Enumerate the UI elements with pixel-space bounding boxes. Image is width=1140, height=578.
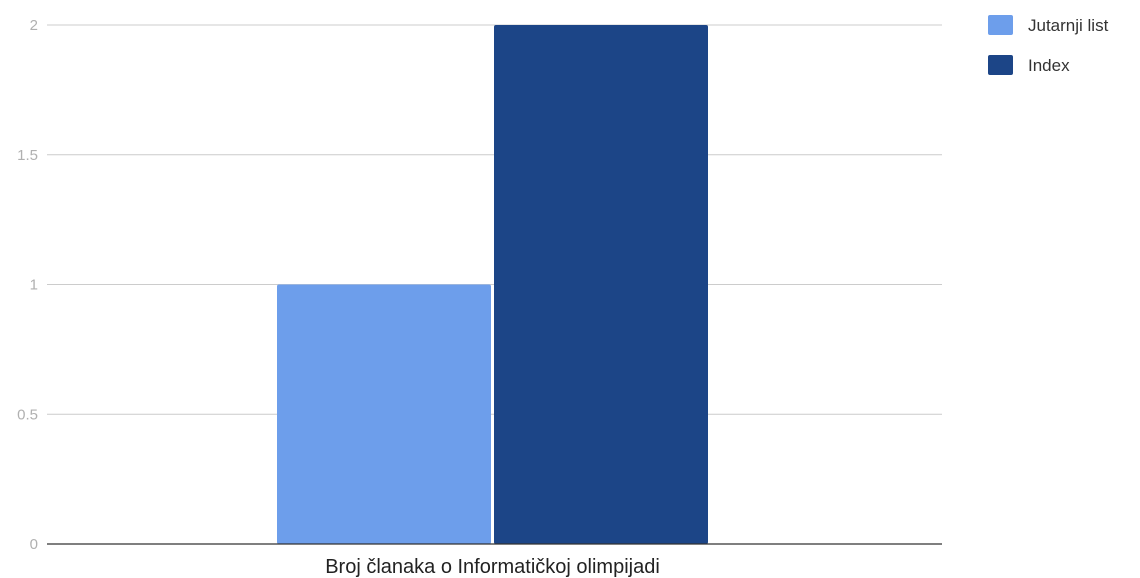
- legend-label: Jutarnji list: [1028, 16, 1109, 35]
- y-tick-label: 1.5: [17, 147, 38, 164]
- legend-swatch: [988, 15, 1013, 35]
- x-tick-label: Broj članaka o Informatičkoj olimpijadi: [325, 556, 660, 578]
- bars: [277, 25, 708, 544]
- y-axis-ticks: 0 0.5 1 1.5 2: [17, 17, 38, 553]
- legend: Jutarnji list Index: [988, 15, 1109, 75]
- bar-jutarnji-list: [277, 284, 491, 544]
- x-axis-ticks: Broj članaka o Informatičkoj olimpijadi: [325, 556, 660, 578]
- y-tick-label: 0: [30, 536, 38, 553]
- bar-index: [494, 25, 708, 544]
- y-tick-label: 2: [30, 17, 38, 34]
- y-tick-label: 1: [30, 277, 38, 294]
- legend-swatch: [988, 55, 1013, 75]
- legend-label: Index: [1028, 56, 1070, 75]
- y-tick-label: 0.5: [17, 406, 38, 423]
